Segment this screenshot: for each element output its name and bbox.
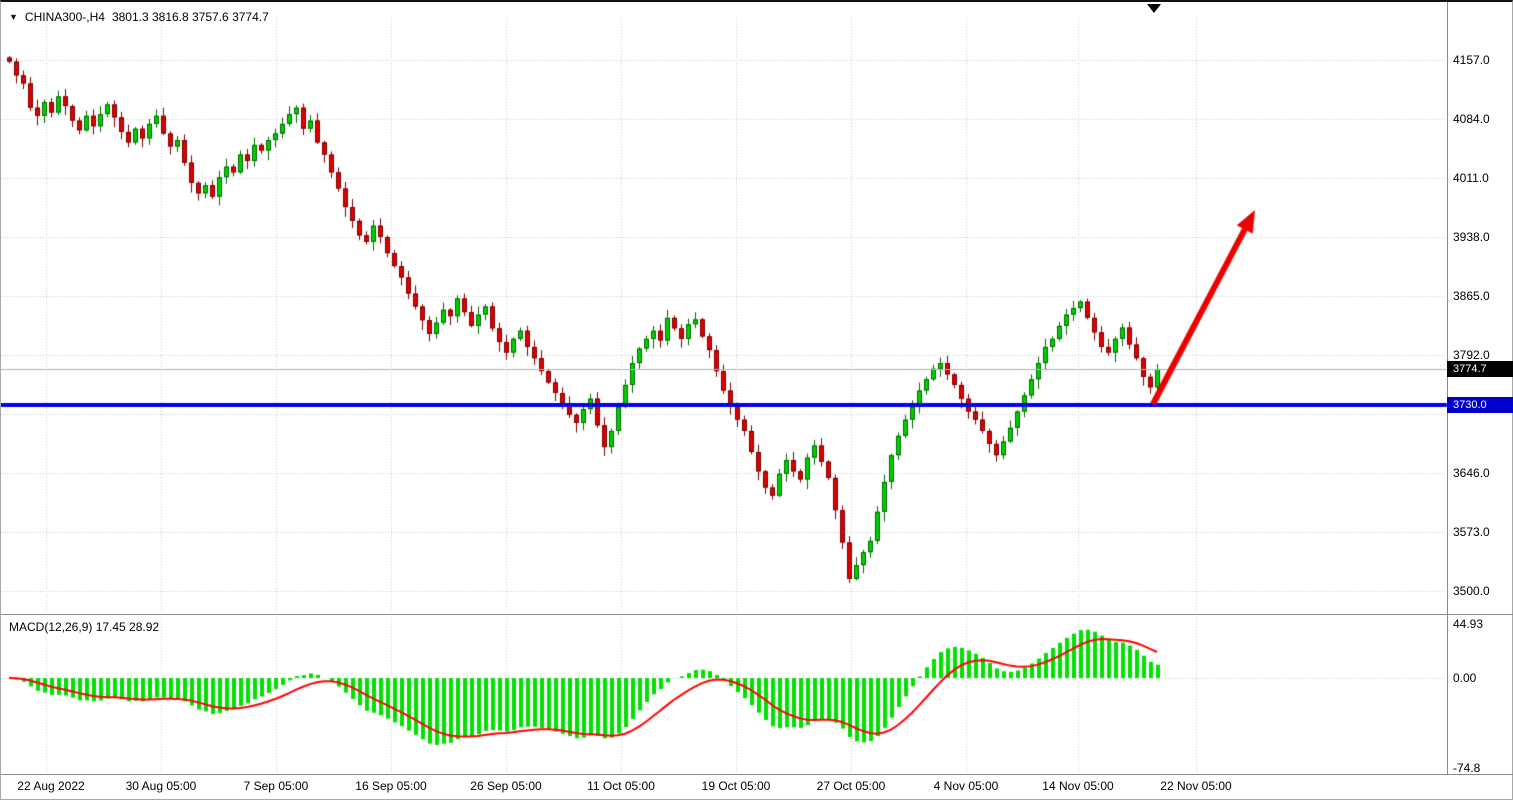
price-tick-label: 3938.0 [1453,230,1490,244]
time-tick-label: 22 Aug 2022 [17,779,85,793]
support-line-price-badge: 3730.0 [1447,397,1513,414]
time-tick-label: 16 Sep 05:00 [355,779,427,793]
symbol-ohlc-values: 3801.3 3816.8 3757.6 3774.7 [111,10,269,24]
time-tick-label: 26 Sep 05:00 [470,779,542,793]
time-tick-label: 4 Nov 05:00 [933,779,999,793]
current-price-badge: 3774.7 [1447,360,1513,377]
time-tick-label: 19 Oct 05:00 [701,779,771,793]
price-tick-label: 4084.0 [1453,112,1490,126]
price-tick-label: 3865.0 [1453,289,1490,303]
price-tick-label: 4011.0 [1453,171,1489,185]
macd-tick-label: 0.00 [1453,671,1477,685]
price-tick-label: 3792.0 [1453,348,1490,362]
time-tick-label: 11 Oct 05:00 [587,779,655,793]
symbol-header: ▼ CHINA300-,H4 3801.3 3816.8 3757.6 3774… [9,10,269,24]
price-tick-label: 3646.0 [1453,466,1490,480]
indicator-panel-separator[interactable] [1,614,1513,615]
symbol-dropdown-icon[interactable]: ▼ [9,12,18,22]
price-axis-separator [1447,2,1448,774]
symbol-title: CHINA300-,H4 [24,10,105,24]
time-tick-label: 14 Nov 05:00 [1042,779,1114,793]
time-tick-label: 27 Oct 05:00 [816,779,886,793]
macd-tick-label: -74.8 [1453,760,1481,775]
time-tick-label: 22 Nov 05:00 [1160,779,1232,793]
time-tick-label: 30 Aug 05:00 [125,779,197,793]
macd-tick-label: 44.93 [1453,617,1484,631]
time-tick-label: 7 Sep 05:00 [243,779,309,793]
bar-shift-marker-icon [1147,4,1161,13]
price-tick-label: 3573.0 [1453,525,1490,539]
price-tick-label: 4157.0 [1453,53,1490,67]
macd-indicator-label: MACD(12,26,9) 17.45 28.92 [9,620,160,634]
time-axis-separator [1,774,1513,775]
price-tick-label: 3500.0 [1453,584,1490,598]
